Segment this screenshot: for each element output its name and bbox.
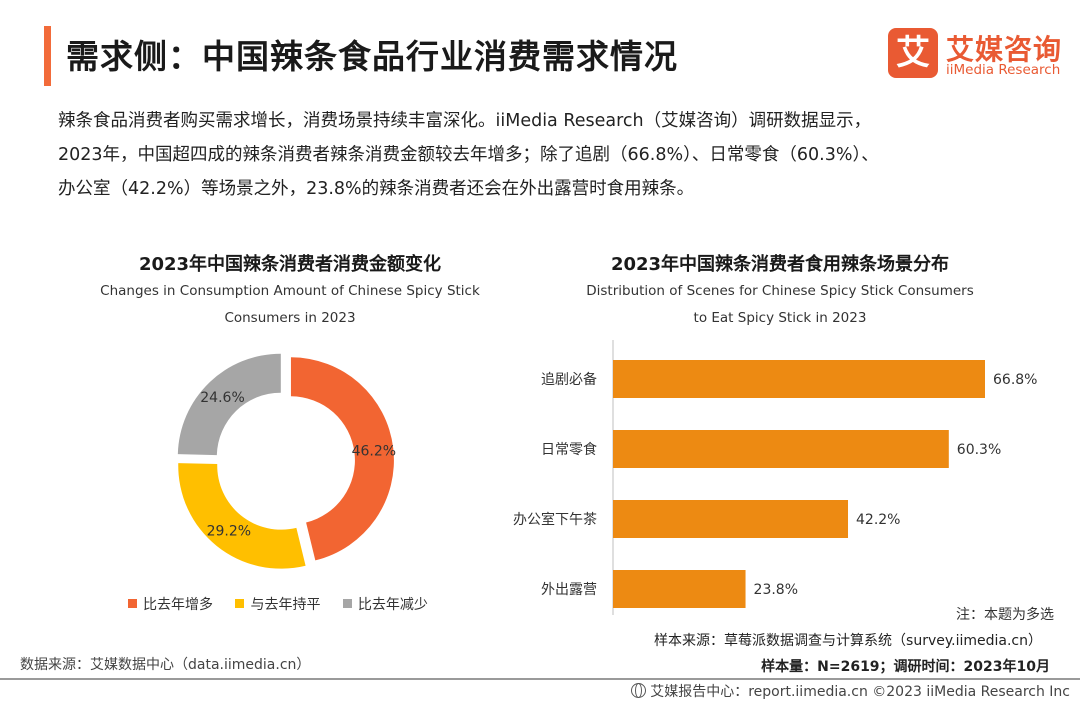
data-source: 数据来源：艾媒数据中心（data.iimedia.cn） <box>20 657 311 673</box>
legend-swatch <box>342 599 352 608</box>
legend-label: 比去年增多 <box>143 597 213 613</box>
donut-chart: 46.2% 29.2% 24.6% <box>177 353 396 569</box>
slice-decrease <box>177 353 281 456</box>
donut-subtitle-line: Consumers in 2023 <box>224 310 356 326</box>
legend-item-flat: 与去年持平 <box>235 594 320 614</box>
brand-name-cn: 艾媒咨询 <box>946 33 1063 66</box>
bar-value-label: 23.8% <box>754 582 798 598</box>
title-accent-bar <box>44 26 51 86</box>
bar-chart: 追剧必备 66.8% 日常零食 60.3% 办公室下午茶 42.2% 外出露营 23.8% <box>513 340 1037 615</box>
bar-value-label: 66.8% <box>993 372 1037 388</box>
footer: 艾媒报告中心：report.iimedia.cn ©2023 iiMedia R… <box>631 681 1070 701</box>
slice-increase <box>290 357 394 561</box>
brand-logo: 艾 艾媒咨询 iiMedia Research <box>888 28 1068 84</box>
intro-paragraph: 辣条食品消费者购买需求增长，消费场景持续丰富深化。iiMedia Researc… <box>58 104 1048 206</box>
bar-category-label: 日常零食 <box>541 441 597 458</box>
sample-size: 样本量：N=2619；调研时间：2023年10月 <box>761 659 1050 675</box>
legend-item-decrease: 比去年减少 <box>342 594 428 614</box>
intro-line: 辣条食品消费者购买需求增长，消费场景持续丰富深化。iiMedia Researc… <box>58 111 872 131</box>
page-title: 需求侧：中国辣条食品行业消费需求情况 <box>66 37 678 76</box>
bar <box>613 360 985 398</box>
intro-line: 办公室（42.2%）等场景之外，23.8%的辣条消费者还会在外出露营时食用辣条。 <box>58 179 695 199</box>
bar-value-label: 42.2% <box>856 512 900 528</box>
legend-item-increase: 比去年增多 <box>128 594 213 614</box>
donut-chart-subtitle: Changes in Consumption Amount of Chinese… <box>60 278 520 332</box>
bar-category-label: 追剧必备 <box>541 371 597 388</box>
legend-label: 与去年持平 <box>250 597 321 613</box>
bar <box>613 430 949 468</box>
legend-label: 比去年减少 <box>357 597 428 613</box>
donut-subtitle-line: Changes in Consumption Amount of Chinese… <box>100 283 480 299</box>
donut-chart-title: 2023年中国辣条消费者消费金额变化 <box>138 254 442 275</box>
bar-value-label: 60.3% <box>957 442 1001 458</box>
bar-chart-title: 2023年中国辣条消费者食用辣条场景分布 <box>610 254 950 275</box>
footer-divider <box>0 678 1080 680</box>
slice-flat <box>178 463 306 569</box>
intro-line: 2023年，中国超四成的辣条消费者辣条消费金额较去年增多；除了追剧（66.8%）… <box>58 145 879 165</box>
multi-select-note: 注：本题为多选 <box>956 607 1054 623</box>
legend-swatch <box>128 599 137 608</box>
bar-subtitle-line: to Eat Spicy Stick in 2023 <box>693 310 867 326</box>
slice-label: 24.6% <box>200 390 244 406</box>
brand-logo-icon: 艾 <box>888 28 938 78</box>
globe-icon <box>631 683 647 698</box>
footer-text: 艾媒报告中心：report.iimedia.cn ©2023 iiMedia R… <box>650 684 1070 700</box>
bar-category-label: 外出露营 <box>541 582 597 598</box>
legend-swatch <box>235 599 245 608</box>
donut-legend: 比去年增多 与去年持平 比去年减少 <box>128 594 446 614</box>
bar-chart-subtitle: Distribution of Scenes for Chinese Spicy… <box>540 278 1020 332</box>
slice-label: 46.2% <box>352 443 396 459</box>
bar <box>613 500 849 538</box>
slice-label: 29.2% <box>207 524 251 540</box>
bar-subtitle-line: Distribution of Scenes for Chinese Spicy… <box>586 283 974 299</box>
bar-category-label: 办公室下午茶 <box>513 511 597 528</box>
brand-name-en: iiMedia Research <box>946 62 1061 78</box>
sample-source: 样本来源：草莓派数据调查与计算系统（survey.iimedia.cn） <box>654 633 1042 649</box>
bar <box>613 570 746 608</box>
